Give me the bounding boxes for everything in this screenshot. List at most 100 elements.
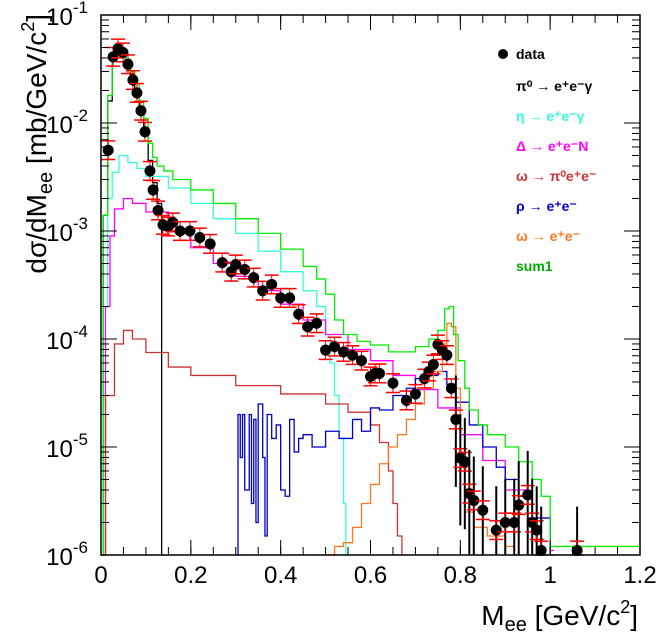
legend-entry-omega: ω → e⁺e⁻ [516, 228, 580, 244]
series-line-0 [101, 48, 166, 556]
data-marker [513, 499, 525, 511]
legend-entry-eta: η → e⁺e⁻γ [516, 108, 585, 124]
legend-entry-rho: ρ → e⁺e⁻ [516, 198, 577, 214]
series-line-1 [101, 154, 350, 556]
x-tick-label: 1.2 [623, 562, 656, 589]
plot-frame [100, 14, 641, 556]
data-marker [275, 292, 287, 304]
legend-entry-data: data [516, 46, 545, 62]
data-marker [284, 292, 296, 304]
data-point [327, 336, 342, 357]
data-point [129, 82, 144, 103]
data-point [133, 100, 148, 121]
data-point [215, 252, 230, 273]
data-point [138, 121, 153, 142]
data-point [228, 254, 243, 275]
x-axis-label: Mee [GeV/c2] [481, 597, 638, 636]
data-marker [508, 516, 520, 528]
data-marker [347, 349, 359, 361]
x-tick-label: 0.6 [354, 562, 387, 589]
data-point [309, 313, 324, 334]
series-line-3 [101, 329, 406, 556]
legend-marker-data [498, 49, 508, 59]
data-marker [338, 346, 350, 358]
data-point [408, 383, 423, 405]
legend-entry-sum1: sum1 [516, 258, 553, 274]
data-point [151, 200, 166, 221]
data-marker [329, 341, 341, 353]
data-marker [230, 258, 242, 270]
legend-entry-omega-dalitz: ω → π⁰e⁺e⁻ [516, 168, 596, 184]
data-marker [468, 494, 480, 506]
data-point [520, 451, 535, 555]
legend-entry-pi0: π⁰ → e⁺e⁻γ [516, 78, 592, 94]
data-point [336, 341, 351, 362]
data-marker [459, 456, 471, 468]
legend-entry-delta: Δ → e⁺e⁻N [516, 138, 588, 154]
y-axis-label: dσ/dMee [mb/GeV/c2] [18, 14, 57, 274]
data-marker [311, 317, 323, 329]
data-marker [167, 216, 179, 228]
data-point [318, 339, 333, 361]
data-marker [445, 382, 457, 394]
data-marker [499, 516, 511, 528]
data-point [192, 227, 207, 248]
data-marker [248, 272, 260, 284]
data-marker [441, 349, 453, 361]
data-marker [571, 545, 583, 557]
data-point [116, 42, 131, 63]
data-point [439, 344, 454, 366]
data-marker [387, 377, 399, 389]
data-marker [477, 504, 489, 516]
x-tick-label: 1 [543, 562, 556, 589]
data-point [282, 287, 297, 309]
data-marker [302, 321, 314, 333]
data-point [475, 466, 490, 555]
data-point [237, 259, 252, 280]
data-marker [356, 355, 368, 367]
data-point [345, 344, 360, 366]
data-marker [266, 278, 278, 290]
data-marker [174, 225, 186, 237]
data-marker [122, 58, 134, 70]
x-tick-label: 0.8 [444, 562, 477, 589]
data-point [457, 417, 472, 530]
data-marker [490, 524, 502, 536]
y-tick-label: 10-6 [46, 538, 88, 571]
data-marker [400, 394, 412, 406]
y-tick-label: 10-3 [46, 214, 88, 247]
data-point [142, 160, 157, 181]
data-marker [127, 74, 139, 86]
axes: 0 0.2 0.4 0.6 0.8 1 1.2 10-6 10-5 10-4 10-3 10-2 10-… [46, 0, 657, 589]
data-marker [409, 388, 421, 400]
data-marker [139, 126, 151, 138]
data-point [534, 506, 549, 557]
data-point [448, 375, 463, 487]
data-marker [184, 225, 196, 237]
data-marker [107, 51, 119, 63]
data-marker [239, 264, 251, 276]
data-marker [144, 165, 156, 177]
legend: data π⁰ → e⁺e⁻γ η → e⁺e⁻γ Δ → e⁺e⁻N ω → … [498, 46, 596, 274]
data-marker [194, 232, 206, 244]
data-point [264, 274, 279, 295]
y-tick-label: 10-2 [46, 106, 88, 139]
data-marker [450, 413, 462, 425]
data-marker [152, 204, 164, 216]
data-marker [535, 545, 547, 557]
data-marker [117, 46, 129, 58]
x-tick-label: 0.2 [174, 562, 207, 589]
data-point [300, 316, 315, 337]
data-point [385, 373, 400, 394]
y-tick-label: 10-1 [46, 0, 88, 31]
data-point [489, 486, 504, 555]
data-point [146, 179, 161, 201]
data-marker [427, 359, 439, 371]
x-tick-label: 0 [94, 562, 107, 589]
data-point [101, 140, 116, 161]
data-point [529, 486, 544, 555]
data-marker [204, 238, 216, 250]
data-marker [522, 489, 534, 501]
data-point [120, 54, 135, 75]
